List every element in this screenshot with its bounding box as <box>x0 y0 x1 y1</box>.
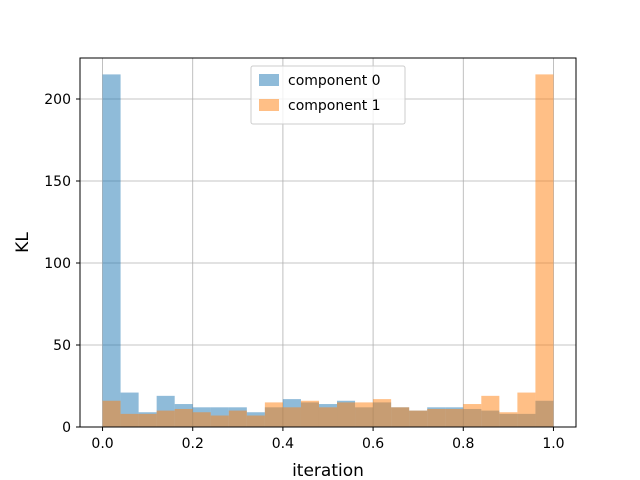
plot-frame <box>79 57 577 428</box>
bar-series-1-bin-24 <box>535 74 554 428</box>
bar-series-0-bin-0 <box>102 74 121 428</box>
bar-series-1-bin-10 <box>282 407 301 427</box>
y-axis-label: KL <box>13 232 33 253</box>
bar-series-1-bin-4 <box>174 408 193 427</box>
bar-series-1-bin-12 <box>318 407 338 427</box>
bar-series-1-bin-19 <box>445 408 464 427</box>
bar-series-1-bin-0 <box>102 400 121 427</box>
bar-series-1-bin-7 <box>228 410 247 427</box>
bar-series-1-bin-16 <box>391 407 410 427</box>
y-tick-label-1: 50 <box>53 338 71 354</box>
bar-series-1-bin-11 <box>300 400 319 427</box>
axis-ticks: 0.0 0.2 0.4 0.6 0.8 1.0 0 50 100 150 200 <box>44 92 564 452</box>
bar-series-1-bin-14 <box>355 402 374 427</box>
legend-label-component-0: component 0 <box>288 73 381 89</box>
x-tick-label-0: 0.0 <box>91 436 113 452</box>
x-tick-label-1: 0.2 <box>182 436 204 452</box>
legend-swatch-component-1 <box>259 99 279 111</box>
y-tick-label-0: 0 <box>62 420 71 436</box>
x-tick-label-3: 0.6 <box>362 436 384 452</box>
x-axis-label: iteration <box>292 461 364 480</box>
bar-series-1-bin-9 <box>264 402 283 427</box>
bar-series-1-bin-20 <box>463 404 482 427</box>
bar-series-1-bin-3 <box>156 410 175 427</box>
bar-series-1-bin-2 <box>138 413 157 427</box>
bar-series-1-bin-5 <box>192 412 211 427</box>
x-tick-label-4: 0.8 <box>452 436 474 452</box>
histogram-bars <box>102 74 554 428</box>
bar-series-1-bin-8 <box>246 415 265 427</box>
x-tick-label-5: 1.0 <box>542 436 564 452</box>
bar-series-1-bin-15 <box>373 399 392 427</box>
legend-box <box>250 65 406 125</box>
bar-series-1-bin-23 <box>517 392 536 427</box>
bar-series-1-bin-17 <box>409 410 428 427</box>
bar-series-1-bin-21 <box>481 395 500 427</box>
bar-series-1-bin-1 <box>120 413 139 427</box>
legend: component 0 component 1 <box>250 65 406 125</box>
y-tick-label-2: 100 <box>44 256 71 272</box>
legend-label-component-1: component 1 <box>288 98 381 114</box>
y-tick-label-3: 150 <box>44 174 71 190</box>
bar-series-1-bin-6 <box>210 415 229 427</box>
bar-series-1-bin-13 <box>337 402 356 427</box>
legend-swatch-component-0 <box>259 74 279 86</box>
x-tick-label-2: 0.4 <box>272 436 294 452</box>
y-tick-label-4: 200 <box>44 92 71 108</box>
bar-series-1-bin-22 <box>499 412 518 427</box>
bar-series-1-bin-18 <box>427 408 446 427</box>
